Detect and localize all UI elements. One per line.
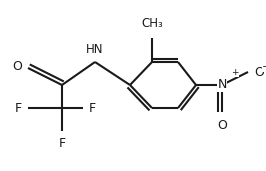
Text: CH₃: CH₃ [141, 17, 163, 30]
Text: HN: HN [86, 43, 104, 56]
Text: F: F [89, 102, 96, 115]
Text: −: − [262, 62, 266, 72]
Text: O: O [12, 60, 22, 73]
Text: O: O [217, 119, 227, 132]
Text: O: O [254, 65, 264, 78]
Text: +: + [231, 68, 239, 77]
Text: F: F [59, 137, 65, 150]
Text: N: N [217, 78, 227, 91]
Text: F: F [15, 102, 22, 115]
